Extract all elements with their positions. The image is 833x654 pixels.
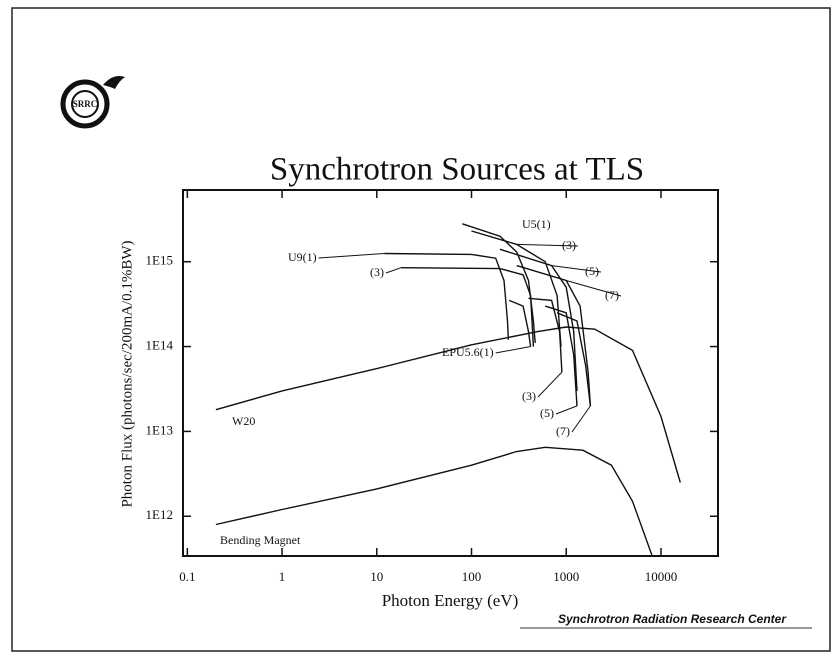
y-axis-label: Photon Flux (photons/sec/200mA/0.1%BW) [119,240,135,507]
series-label: Bending Magnet [220,533,301,547]
logo-ring [60,79,110,129]
series-label: (5) [540,406,554,420]
x-axis-label: Photon Energy (eV) [382,591,519,610]
x-tick-label: 0.1 [179,569,195,584]
logo-inner [71,90,99,118]
series-label: EPU5.6(1) [442,345,494,359]
x-tick-label: 1000 [553,569,579,584]
label-leader [495,346,531,354]
series-line [508,299,532,347]
x-tick-label: 100 [462,569,482,584]
series-line [215,326,681,483]
label-leader [551,265,602,273]
y-tick-label: 1E15 [146,253,173,268]
series-line [215,446,653,556]
label-leader [571,405,591,433]
x-tick-label: 10000 [645,569,678,584]
series-label: U9(1) [288,250,317,264]
series-label: (3) [522,389,536,403]
label-leader [537,371,563,398]
logo: SRRC [60,76,125,129]
series-label: (3) [370,265,384,279]
footer: Synchrotron Radiation Research Center [558,612,787,626]
series-label: U5(1) [522,217,551,231]
series-label: (7) [556,424,570,438]
y-tick-label: 1E12 [146,507,173,522]
series-label: W20 [232,414,255,428]
label-leader [516,243,579,247]
logo-text: SRRC [73,99,98,109]
series-line [544,305,578,406]
series-label: (7) [605,288,619,302]
x-tick-label: 1 [279,569,286,584]
y-tick-label: 1E14 [146,338,174,353]
slide-border [11,7,831,652]
series-line [516,264,592,406]
label-leader [385,267,402,274]
series-line [400,267,535,347]
y-tick-label: 1E13 [146,422,173,437]
series-line [556,312,592,406]
label-leader [555,405,578,415]
series-line [471,230,562,347]
series-line [499,248,578,391]
series-line [462,223,536,344]
label-leader [318,252,385,259]
plot-frame [182,189,719,557]
series-label: (3) [562,238,576,252]
logo-leaf [103,76,125,89]
label-leader [566,280,622,297]
series-line [384,252,510,340]
series-line [528,297,563,373]
chart-title: Synchrotron Sources at TLS [270,152,644,188]
x-tick-label: 10 [370,569,383,584]
